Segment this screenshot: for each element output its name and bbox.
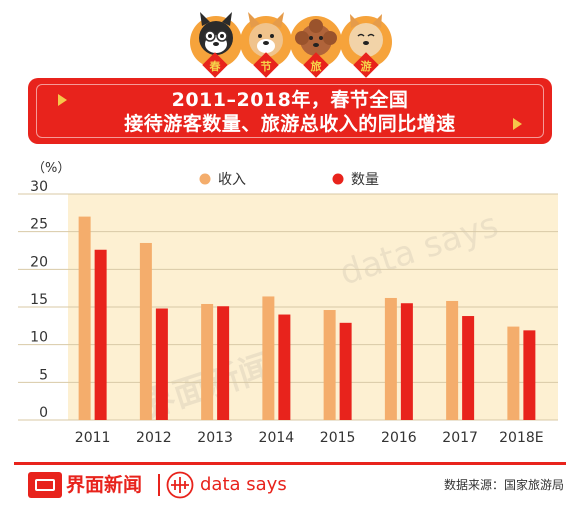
svg-text:节: 节 — [261, 59, 272, 73]
y-tick-label: 10 — [30, 330, 48, 346]
bar-count-2016 — [400, 303, 413, 420]
jiemian-logo-icon — [28, 472, 62, 498]
badge-lv: 旅 — [303, 52, 329, 78]
banner-triangle-right — [513, 118, 522, 130]
legend-swatch-1 — [332, 173, 344, 185]
legend-label-1: 数量 — [351, 172, 379, 188]
bar-count-2014 — [278, 314, 291, 420]
y-tick-label: 30 — [30, 179, 48, 195]
chart-title-line2: 接待游客数量、旅游总收入的同比增速 — [124, 113, 456, 135]
badge-jie: 节 — [253, 52, 279, 78]
y-tick-label: 20 — [30, 254, 48, 270]
title-banner-frame — [36, 84, 544, 138]
x-tick-label: 2017 — [442, 430, 478, 446]
dog-husky-icon — [190, 12, 242, 68]
legend-label-0: 收入 — [218, 172, 246, 188]
bar-count-2017 — [462, 316, 475, 420]
dog-poodle-icon — [290, 16, 342, 68]
footer-brand: 界面新闻 — [66, 474, 143, 496]
y-axis-label: （%） — [32, 161, 70, 176]
svg-text:春: 春 — [210, 59, 222, 73]
bar-income-2013 — [201, 303, 214, 420]
footer-tagline: data says — [200, 474, 287, 495]
legend: 收入 数量 — [199, 172, 379, 188]
bar-count-2018E — [523, 330, 536, 420]
footer-separator — [158, 474, 160, 496]
legend-swatch-0 — [199, 173, 211, 185]
x-tick-label: 2018E — [499, 430, 543, 446]
bar-count-2015 — [339, 322, 352, 420]
y-tick-label: 15 — [30, 292, 48, 308]
x-tick-label: 2012 — [136, 430, 172, 446]
bar-income-2016 — [384, 297, 397, 420]
y-tick-label: 25 — [30, 217, 48, 233]
bar-income-2015 — [323, 310, 336, 420]
data-source: 数据来源：国家旅游局 — [443, 478, 564, 492]
x-tick-label: 2016 — [381, 430, 417, 446]
data-says-logo-icon — [166, 471, 194, 499]
bar-count-2013 — [217, 306, 230, 420]
footer: 界面新闻 data says 数据来源：国家旅游局 — [0, 462, 580, 523]
dog-corgi-icon — [240, 12, 292, 68]
svg-text:旅: 旅 — [311, 59, 322, 73]
footer-divider — [14, 462, 566, 465]
bar-income-2014 — [262, 296, 275, 420]
dog-shiba-icon — [340, 14, 392, 68]
bar-income-2011 — [78, 216, 91, 420]
y-tick-label: 5 — [39, 367, 48, 383]
banner-triangle-left — [58, 94, 67, 106]
x-tick-label: 2015 — [320, 430, 356, 446]
x-axis: 2011 2012 2013 2014 2015 2016 2017 2018E — [75, 430, 544, 446]
x-tick-label: 2013 — [197, 430, 233, 446]
bar-income-2017 — [446, 300, 459, 420]
x-tick-label: 2014 — [259, 430, 295, 446]
y-tick-label: 0 — [39, 405, 48, 421]
bar-income-2018E — [507, 326, 520, 420]
bar-income-2012 — [139, 242, 152, 420]
bar-count-2012 — [155, 308, 168, 420]
badge-you: 游 — [353, 52, 379, 78]
bars — [78, 216, 536, 420]
title-banner: 2011–2018年，春节全国 接待游客数量、旅游总收入的同比增速 — [28, 78, 552, 144]
svg-text:游: 游 — [361, 59, 372, 73]
dog-mascots-illustration: 春 节 旅 游 — [190, 12, 392, 78]
bar-count-2011 — [94, 249, 107, 420]
chart-title-line1: 2011–2018年，春节全国 — [171, 89, 409, 111]
x-tick-label: 2011 — [75, 430, 111, 446]
chart-title: 2011–2018年，春节全国 接待游客数量、旅游总收入的同比增速 — [28, 88, 552, 136]
